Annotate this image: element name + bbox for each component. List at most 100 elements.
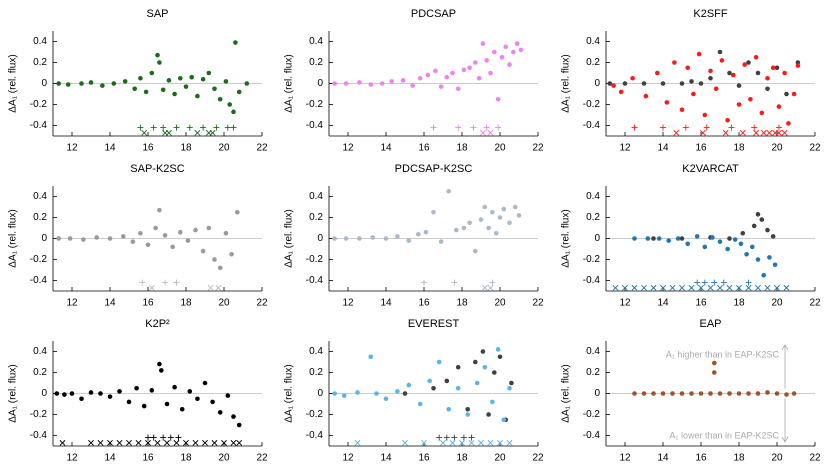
point — [467, 220, 472, 226]
point — [438, 239, 444, 244]
point — [727, 70, 732, 76]
point — [395, 234, 400, 239]
y-tick-label: 0 — [317, 233, 323, 244]
point — [666, 238, 671, 243]
off-scale-point — [236, 439, 243, 446]
off-scale-point — [192, 439, 199, 446]
point — [444, 378, 450, 384]
point — [400, 78, 406, 83]
point — [172, 91, 177, 97]
off-scale-point — [711, 279, 718, 286]
off-scale-point — [479, 129, 486, 136]
point — [141, 403, 147, 409]
off-scale-point — [145, 439, 151, 446]
y-tick-label: -0.4 — [306, 120, 324, 131]
x-tick-label: 14 — [657, 298, 669, 309]
x-tick-label: 14 — [380, 143, 392, 154]
off-scale-point — [736, 284, 742, 291]
point — [786, 121, 791, 126]
x-tick-label: 12 — [619, 143, 631, 154]
point — [134, 385, 139, 391]
point — [503, 44, 509, 50]
point — [791, 91, 797, 97]
point — [121, 234, 126, 239]
panel-title: K2VARCAT — [682, 163, 739, 175]
x-tick-label: 22 — [809, 298, 821, 309]
y-tick-label: 0 — [594, 233, 600, 244]
point — [632, 236, 637, 241]
x-tick-label: 22 — [532, 143, 544, 154]
point — [772, 262, 778, 268]
off-scale-point — [167, 434, 174, 441]
off-scale-point — [139, 279, 146, 286]
point — [736, 83, 742, 88]
point — [643, 93, 649, 99]
point — [611, 83, 616, 88]
point — [206, 70, 212, 76]
x-tick-label: 20 — [218, 453, 230, 464]
point — [200, 77, 206, 82]
x-tick-label: 12 — [66, 453, 78, 464]
point — [217, 410, 223, 415]
point — [750, 244, 755, 250]
off-scale-point — [421, 439, 427, 446]
y-tick-label: 0.2 — [309, 212, 323, 223]
point — [664, 100, 670, 105]
y-axis-label: ΔA₁ (rel. flux) — [8, 209, 19, 267]
off-scale-point — [679, 284, 685, 291]
point — [651, 391, 656, 396]
off-scale-point — [126, 439, 132, 446]
panel-title: PDCSAP — [411, 8, 456, 20]
point — [67, 236, 73, 241]
x-tick-label: 20 — [494, 453, 506, 464]
point — [461, 225, 467, 231]
point — [332, 391, 338, 396]
point — [696, 51, 702, 57]
point — [107, 394, 113, 399]
point — [732, 237, 738, 242]
off-scale-point — [751, 124, 758, 131]
point — [357, 80, 362, 85]
point — [223, 79, 229, 84]
y-tick-label: -0.2 — [30, 254, 48, 265]
point — [425, 72, 431, 78]
off-scale-point — [440, 439, 446, 446]
off-scale-point — [760, 129, 767, 136]
y-tick-label: -0.4 — [30, 430, 48, 441]
point — [641, 391, 647, 396]
point — [499, 54, 505, 60]
y-axis-label: ΔA₁ (rel. flux) — [284, 54, 295, 112]
point — [702, 112, 708, 118]
point — [206, 225, 212, 231]
panel-title: SAP-K2SC — [130, 163, 184, 175]
point — [712, 360, 717, 366]
point — [492, 49, 497, 55]
y-tick-label: 0.4 — [33, 346, 47, 357]
off-scale-point — [421, 279, 427, 286]
point — [618, 89, 624, 95]
point — [122, 79, 128, 84]
point — [178, 75, 183, 81]
point — [162, 233, 168, 238]
point — [465, 412, 471, 417]
point — [507, 220, 512, 226]
off-scale-point — [698, 284, 704, 291]
x-tick-label: 12 — [66, 298, 78, 309]
point — [784, 392, 789, 397]
off-scale-point — [160, 124, 167, 131]
point — [217, 265, 223, 271]
y-tick-label: -0.4 — [30, 275, 48, 286]
point — [185, 238, 191, 243]
point — [417, 401, 423, 407]
point — [746, 60, 751, 65]
off-scale-point — [165, 129, 172, 136]
y-axis-label: ΔA₁ (rel. flux) — [284, 364, 295, 422]
point — [200, 248, 206, 254]
point — [227, 102, 232, 107]
point — [774, 65, 780, 71]
point — [670, 391, 675, 396]
y-tick-label: 0.2 — [33, 367, 47, 378]
x-tick-label: 14 — [657, 453, 669, 464]
point — [501, 206, 507, 212]
y-tick-label: -0.2 — [583, 99, 601, 110]
